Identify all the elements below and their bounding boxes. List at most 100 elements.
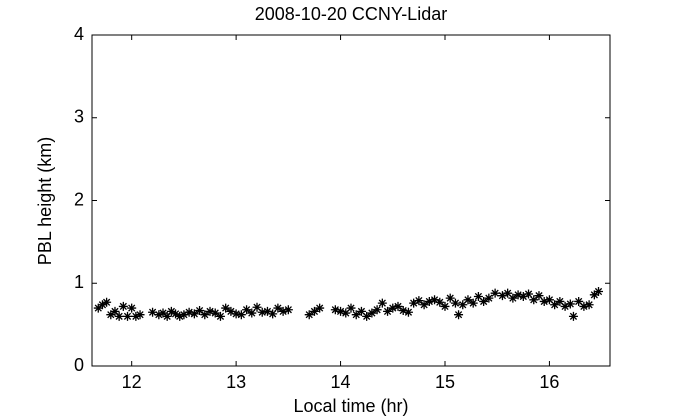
data-point <box>175 311 185 321</box>
data-point <box>189 309 199 319</box>
data-point <box>231 309 241 319</box>
data-point <box>158 308 168 318</box>
data-point <box>226 306 236 316</box>
data-point <box>377 298 387 308</box>
data-point <box>409 298 419 308</box>
data-point <box>154 310 164 320</box>
data-point <box>123 311 133 321</box>
data-point <box>398 306 408 316</box>
data-point <box>114 311 124 321</box>
data-point <box>393 301 403 311</box>
data-point <box>97 300 107 310</box>
data-point <box>463 295 473 305</box>
x-tick-label: 13 <box>226 372 246 392</box>
x-tick-label: 16 <box>539 372 559 392</box>
data-point <box>179 310 189 320</box>
data-point <box>362 311 372 321</box>
data-point <box>539 296 549 306</box>
data-point <box>435 297 445 307</box>
data-point <box>454 310 464 320</box>
data-point <box>184 307 194 317</box>
y-tick-label: 1 <box>74 272 84 292</box>
data-point <box>106 310 116 320</box>
data-point <box>513 290 523 300</box>
data-point <box>518 291 528 301</box>
x-tick-label: 14 <box>331 372 351 392</box>
data-point <box>424 296 434 306</box>
data-point <box>430 295 440 305</box>
data-point <box>550 300 560 310</box>
data-point <box>367 308 377 318</box>
data-point <box>445 293 455 303</box>
data-point <box>315 303 325 313</box>
y-tick-label: 0 <box>74 355 84 375</box>
data-point <box>529 295 539 305</box>
data-point <box>383 306 393 316</box>
data-point <box>278 306 288 316</box>
data-point <box>330 305 340 315</box>
data-point <box>127 303 137 313</box>
data-point <box>579 301 589 311</box>
data-point <box>544 295 554 305</box>
y-tick-label: 3 <box>74 107 84 127</box>
data-point <box>560 301 570 311</box>
data-point <box>565 299 575 309</box>
data-point <box>242 305 252 315</box>
data-point <box>195 306 205 316</box>
y-tick-label: 4 <box>74 24 84 44</box>
data-point <box>273 303 283 313</box>
data-point <box>171 309 181 319</box>
data-point <box>574 296 584 306</box>
data-point <box>414 296 424 306</box>
y-axis-label: PBL height (km) <box>35 137 55 265</box>
data-point <box>247 308 257 318</box>
data-point <box>336 306 346 316</box>
data-point <box>102 297 112 307</box>
data-point <box>372 305 382 315</box>
data-point <box>490 288 500 298</box>
chart-title: 2008-10-20 CCNY-Lidar <box>255 4 447 24</box>
data-point <box>503 288 513 298</box>
data-point <box>458 300 468 310</box>
data-point <box>215 311 225 321</box>
data-point <box>93 303 103 313</box>
data-point <box>118 301 128 311</box>
data-point <box>268 309 278 319</box>
data-point <box>148 307 158 317</box>
data-point <box>568 311 578 321</box>
data-point <box>419 300 429 310</box>
data-point <box>594 287 604 297</box>
data-point <box>283 305 293 315</box>
data-point <box>555 296 565 306</box>
data-point <box>236 310 246 320</box>
x-tick-label: 12 <box>122 372 142 392</box>
data-point <box>166 306 176 316</box>
data-point <box>341 308 351 318</box>
data-point <box>304 310 314 320</box>
data-point <box>584 300 594 310</box>
data-point <box>468 298 478 308</box>
data-point <box>257 307 267 317</box>
data-point <box>450 298 460 308</box>
data-point <box>351 310 361 320</box>
data-point <box>473 291 483 301</box>
data-point <box>162 311 172 321</box>
data-point <box>497 291 507 301</box>
data-point <box>262 306 272 316</box>
data-point <box>252 302 262 312</box>
data-point <box>346 303 356 313</box>
data-point <box>508 293 518 303</box>
data-point <box>221 303 231 313</box>
data-point <box>131 311 141 321</box>
data-point <box>388 303 398 313</box>
x-axis-label: Local time (hr) <box>293 396 408 416</box>
data-point <box>534 291 544 301</box>
data-point <box>403 307 413 317</box>
data-point <box>479 296 489 306</box>
data-point <box>589 290 599 300</box>
data-point <box>110 306 120 316</box>
data-point <box>356 306 366 316</box>
data-point <box>205 306 215 316</box>
